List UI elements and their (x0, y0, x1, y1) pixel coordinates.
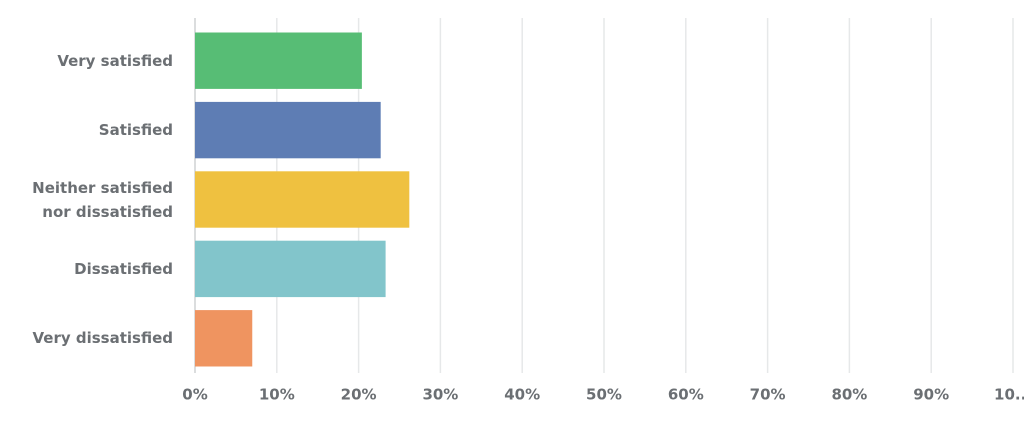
x-tick-label: 70% (750, 386, 786, 404)
x-tick-label: 20% (341, 386, 377, 404)
x-tick-label: 30% (422, 386, 458, 404)
category-label: Very dissatisfied (32, 329, 174, 348)
bar (195, 101, 381, 159)
category-label: Dissatisfied (74, 259, 173, 278)
bar (195, 240, 386, 298)
category-label: Very satisfied (57, 51, 173, 70)
x-tick-label: 50% (586, 386, 622, 404)
category-label: Neither satisfied nor dissatisfied (32, 178, 173, 221)
x-tick-label: 80% (831, 386, 867, 404)
bar (195, 32, 362, 89)
bar (195, 310, 253, 367)
category-label: Satisfied (98, 121, 173, 140)
x-tick-label: 90% (913, 386, 949, 404)
x-tick-label: 60% (668, 386, 704, 404)
bar (195, 171, 410, 228)
x-tick-label: 10... (994, 386, 1024, 404)
x-tick-label: 10% (259, 386, 295, 404)
x-tick-label: 40% (504, 386, 540, 404)
x-tick-label: 0% (182, 386, 207, 404)
